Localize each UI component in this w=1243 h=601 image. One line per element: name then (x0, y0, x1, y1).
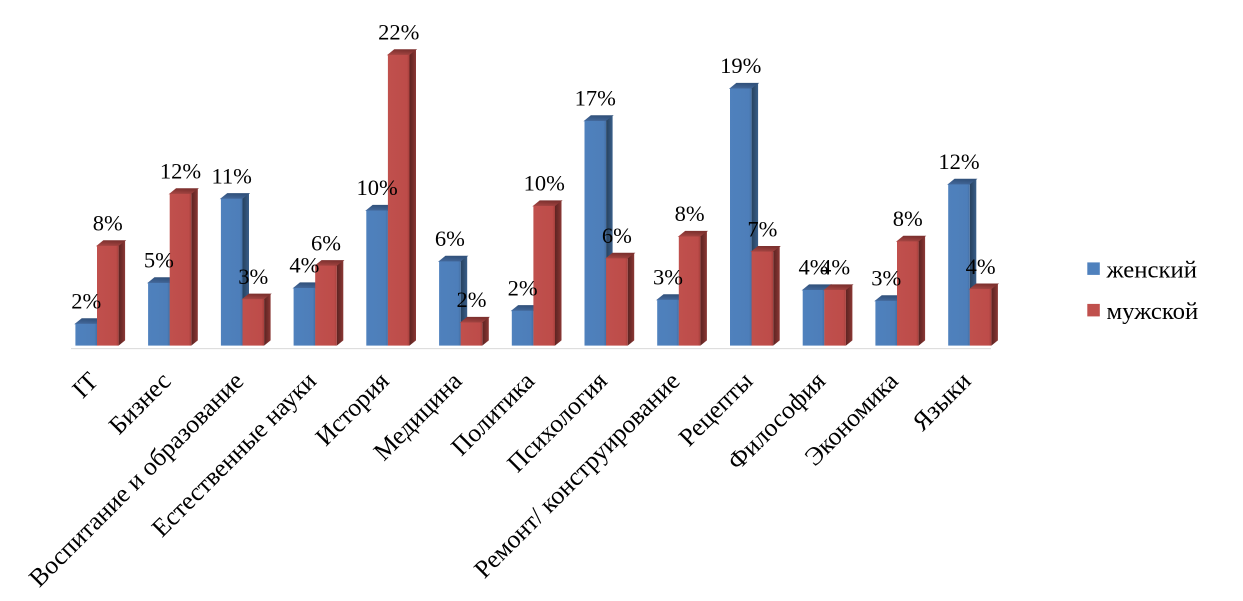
svg-text:5%: 5% (144, 248, 174, 273)
svg-text:8%: 8% (675, 201, 705, 226)
svg-text:4%: 4% (966, 254, 996, 279)
svg-text:3%: 3% (653, 265, 683, 290)
svg-text:6%: 6% (435, 226, 465, 251)
svg-text:12%: 12% (938, 149, 979, 174)
svg-text:6%: 6% (311, 230, 341, 255)
svg-text:4%: 4% (820, 255, 850, 280)
svg-text:мужской: мужской (1107, 298, 1199, 325)
svg-text:17%: 17% (575, 86, 616, 111)
svg-text:12%: 12% (160, 159, 201, 184)
svg-text:2%: 2% (71, 289, 101, 314)
svg-text:4%: 4% (289, 253, 319, 278)
svg-text:6%: 6% (602, 223, 632, 248)
svg-text:4%: 4% (799, 255, 829, 280)
svg-text:женский: женский (1106, 257, 1198, 284)
svg-text:3%: 3% (238, 264, 268, 289)
svg-text:7%: 7% (747, 216, 777, 241)
svg-text:22%: 22% (378, 20, 419, 45)
svg-text:10%: 10% (356, 175, 397, 200)
svg-text:2%: 2% (508, 275, 538, 300)
svg-text:8%: 8% (893, 206, 923, 231)
svg-text:10%: 10% (524, 171, 565, 196)
svg-text:2%: 2% (457, 287, 487, 312)
svg-text:19%: 19% (720, 53, 761, 78)
svg-text:8%: 8% (93, 211, 123, 236)
svg-text:11%: 11% (211, 163, 251, 188)
svg-text:3%: 3% (871, 266, 901, 291)
